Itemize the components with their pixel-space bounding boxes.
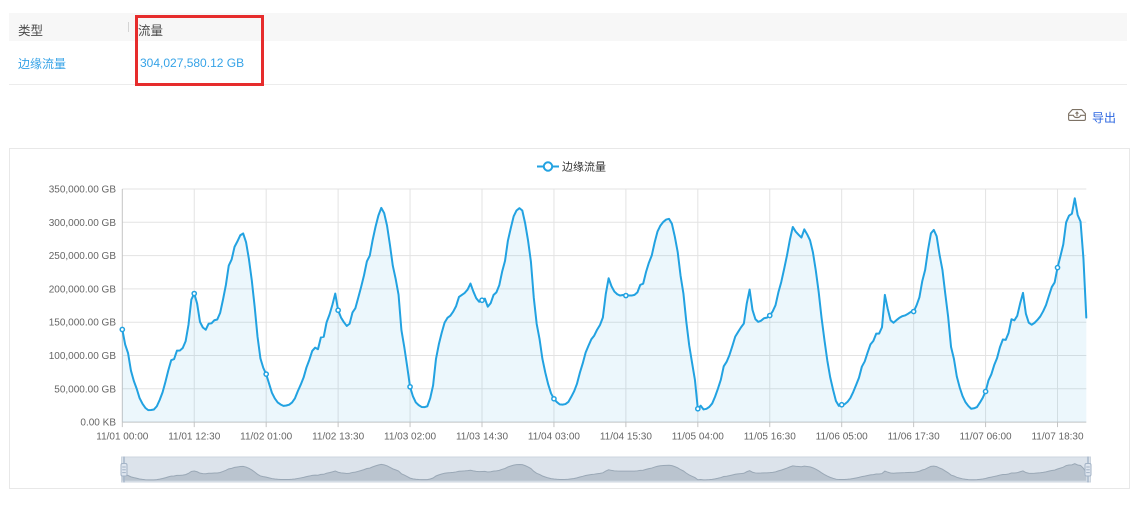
svg-text:边缘流量: 边缘流量 [562, 160, 606, 174]
svg-text:11/04 15:30: 11/04 15:30 [600, 432, 653, 443]
svg-text:11/02 13:30: 11/02 13:30 [312, 432, 365, 443]
svg-text:11/07 18:30: 11/07 18:30 [1031, 432, 1084, 443]
svg-text:11/06 17:30: 11/06 17:30 [888, 432, 941, 443]
svg-text:11/01 12:30: 11/01 12:30 [168, 432, 221, 443]
svg-text:11/03 14:30: 11/03 14:30 [456, 432, 509, 443]
svg-text:300,000.00 GB: 300,000.00 GB [49, 218, 117, 229]
svg-text:11/03 02:00: 11/03 02:00 [384, 432, 437, 443]
svg-text:100,000.00 GB: 100,000.00 GB [49, 351, 117, 362]
svg-text:11/06 05:00: 11/06 05:00 [816, 432, 869, 443]
svg-text:250,000.00 GB: 250,000.00 GB [49, 251, 117, 262]
svg-text:350,000.00 GB: 350,000.00 GB [49, 185, 117, 196]
svg-text:11/01 00:00: 11/01 00:00 [96, 432, 149, 443]
svg-text:11/04 03:00: 11/04 03:00 [528, 432, 581, 443]
svg-text:11/07 06:00: 11/07 06:00 [960, 432, 1013, 443]
svg-text:0.00 KB: 0.00 KB [80, 418, 116, 429]
svg-text:50,000.00 GB: 50,000.00 GB [54, 384, 116, 395]
svg-text:150,000.00 GB: 150,000.00 GB [49, 318, 117, 329]
svg-text:11/05 04:00: 11/05 04:00 [672, 432, 725, 443]
svg-text:11/02 01:00: 11/02 01:00 [240, 432, 293, 443]
svg-text:200,000.00 GB: 200,000.00 GB [49, 284, 117, 295]
svg-text:11/05 16:30: 11/05 16:30 [744, 432, 797, 443]
